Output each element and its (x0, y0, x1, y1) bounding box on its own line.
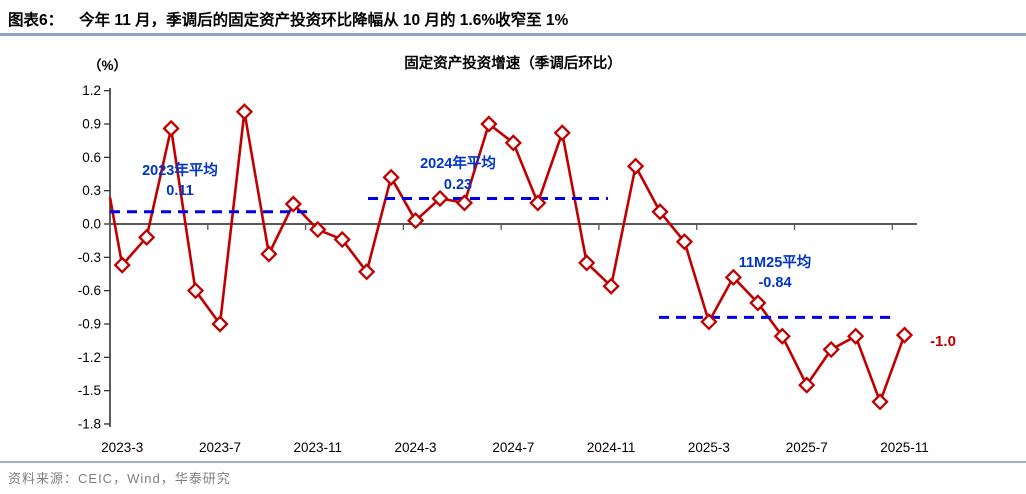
average-label-avg-2023: 2023年平均 (142, 161, 218, 179)
y-tick-label: 0.0 (82, 217, 101, 232)
y-tick-label: -1.2 (78, 350, 101, 365)
y-tick-label: -1.8 (78, 416, 101, 431)
data-point-marker (773, 327, 791, 345)
data-point-marker (871, 393, 889, 411)
data-point-marker (626, 157, 645, 175)
data-point-marker (798, 376, 816, 394)
data-point-marker (553, 124, 571, 142)
source-label: 资料来源： (8, 471, 79, 486)
average-value-avg-11m25: -0.84 (758, 275, 791, 291)
figure-header: 图表6： 今年 11 月，季调后的固定资产投资环比降幅从 10 月的 1.6%收窄… (0, 0, 1026, 30)
data-point-marker (480, 115, 498, 133)
data-point-marker (186, 282, 205, 300)
x-tick-label: 2025-3 (688, 440, 730, 455)
header-divider (0, 33, 1026, 36)
last-value-label: -1.0 (930, 333, 956, 350)
x-tick-label: 2023-11 (294, 440, 343, 455)
data-point-marker (700, 313, 718, 331)
data-point-marker (406, 212, 425, 230)
data-point-marker (113, 256, 131, 274)
data-point-marker (822, 340, 840, 359)
y-tick-label: 1.2 (82, 83, 101, 98)
data-point-marker (235, 103, 254, 121)
x-tick-label: 2024-11 (587, 440, 636, 455)
data-point-marker (431, 189, 449, 208)
x-tick-label: 2024-3 (395, 440, 437, 455)
source-note: 资料来源：CEIC，Wind，华泰研究 (8, 468, 231, 487)
data-point-marker (675, 233, 694, 251)
footer-divider (0, 461, 1026, 463)
x-tick-label: 2025-7 (786, 440, 828, 455)
y-tick-label: -1.5 (78, 383, 101, 398)
data-point-marker (382, 168, 400, 186)
data-point-marker (162, 119, 180, 138)
chart-title: 固定资产投资增速（季调后环比） (404, 56, 622, 72)
y-tick-label: 0.6 (82, 150, 101, 165)
data-point-marker (724, 268, 743, 286)
data-point-marker (578, 254, 596, 272)
average-value-avg-2023: 0.11 (166, 183, 193, 199)
y-tick-label: -0.9 (78, 316, 101, 331)
data-point-marker (358, 263, 376, 281)
data-line (108, 110, 906, 404)
y-tick-label: 0.9 (82, 117, 101, 132)
figure-title: 今年 11 月，季调后的固定资产投资环比降幅从 10 月的 1.6%收窄至 1% (79, 12, 569, 29)
source-text: CEIC，Wind，华泰研究 (78, 471, 231, 486)
data-point-marker (284, 195, 302, 213)
x-tick-label: 2023-7 (199, 440, 241, 455)
figure-number: 图表6： (8, 12, 64, 29)
average-label-avg-2024: 2024年平均 (420, 154, 496, 172)
x-tick-label: 2023-3 (101, 440, 143, 455)
data-point-marker (455, 194, 474, 212)
average-label-avg-11m25: 11M25平均 (739, 253, 812, 271)
y-axis-unit: （%） (88, 58, 128, 73)
data-point-marker (211, 315, 229, 333)
data-point-marker (602, 277, 620, 295)
data-point-marker (895, 326, 914, 344)
data-point-marker (309, 220, 327, 239)
x-tick-label: 2025-11 (880, 440, 929, 455)
x-tick-label: 2024-7 (492, 440, 534, 455)
data-point-marker (504, 134, 522, 152)
y-tick-label: -0.3 (78, 250, 101, 265)
data-point-marker (749, 294, 767, 312)
data-point-marker (138, 228, 156, 246)
y-tick-label: -0.6 (78, 283, 101, 298)
average-value-avg-2024: 0.23 (444, 177, 472, 193)
data-point-marker (529, 194, 547, 212)
data-point-marker (846, 327, 865, 345)
y-tick-label: 0.3 (82, 183, 101, 198)
data-point-marker (333, 230, 351, 249)
data-point-marker (260, 245, 278, 263)
data-point-marker (651, 203, 669, 221)
